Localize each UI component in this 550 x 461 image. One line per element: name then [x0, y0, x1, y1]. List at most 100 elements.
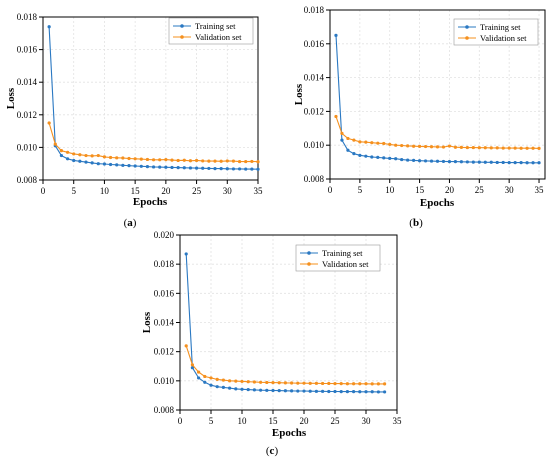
data-point: [283, 389, 287, 393]
data-point: [151, 165, 156, 169]
data-point: [394, 143, 398, 147]
data-point: [447, 144, 452, 148]
data-point: [507, 161, 511, 165]
y-tick-label: 0.008: [304, 174, 325, 184]
data-point: [459, 145, 463, 149]
x-axis-label: Epochs: [420, 197, 455, 209]
data-point: [108, 162, 113, 167]
legend-marker: [307, 251, 311, 255]
data-point: [225, 159, 229, 163]
data-point: [121, 163, 125, 167]
caption-close: ): [419, 217, 423, 229]
data-point: [327, 381, 331, 386]
data-point: [400, 157, 404, 162]
data-point: [72, 158, 76, 163]
data-point: [435, 159, 440, 163]
data-point: [412, 158, 416, 163]
data-point: [59, 153, 64, 158]
data-point: [346, 136, 350, 141]
data-point: [388, 156, 392, 160]
x-tick-label: 35: [535, 185, 545, 195]
data-point: [400, 143, 404, 148]
data-point: [201, 166, 205, 170]
data-point: [90, 154, 94, 158]
data-point: [53, 142, 57, 146]
data-point: [334, 114, 338, 119]
data-point: [302, 389, 306, 393]
data-point: [370, 382, 374, 386]
data-point: [513, 146, 517, 150]
data-point: [259, 380, 263, 384]
data-point: [256, 160, 260, 164]
caption-open: (: [266, 445, 270, 457]
data-point: [321, 381, 325, 386]
data-point: [237, 159, 242, 164]
legend-label: Training set: [322, 248, 363, 258]
data-point: [176, 158, 180, 163]
axis-frame: [42, 16, 259, 181]
data-point: [352, 390, 356, 394]
data-point: [213, 159, 217, 163]
panel-caption: (b): [409, 217, 423, 229]
y-tick-label: 0.010: [304, 140, 325, 150]
data-point: [489, 160, 493, 164]
data-point: [333, 389, 337, 394]
y-tick-label: 0.014: [304, 73, 325, 83]
data-point: [221, 385, 225, 389]
data-point: [213, 166, 217, 171]
data-point: [203, 380, 207, 384]
data-point: [383, 390, 387, 394]
data-point: [339, 390, 343, 394]
data-point: [170, 158, 174, 162]
data-point: [376, 382, 380, 386]
y-tick-label: 0.014: [17, 77, 38, 87]
data-point: [345, 390, 349, 394]
data-point: [209, 376, 213, 380]
data-point: [78, 159, 82, 163]
data-point: [333, 382, 337, 386]
data-point: [382, 141, 386, 146]
data-point: [237, 167, 242, 171]
y-tick-label: 0.018: [154, 259, 175, 269]
data-point: [84, 153, 88, 158]
legend-marker: [180, 24, 184, 28]
axis-frame: [329, 9, 546, 180]
y-tick-label: 0.008: [17, 175, 38, 185]
y-tick-label: 0.016: [154, 288, 175, 298]
data-point: [531, 161, 535, 165]
data-point: [525, 161, 529, 165]
data-point: [78, 153, 82, 157]
data-point: [244, 167, 248, 171]
data-point: [231, 167, 236, 171]
data-point: [352, 152, 356, 156]
x-axis-label: Epochs: [133, 196, 168, 208]
legend-label: Training set: [480, 22, 521, 32]
data-point: [84, 160, 88, 164]
y-axis-label: Loss: [141, 311, 153, 333]
data-point: [115, 156, 119, 160]
data-point: [459, 160, 463, 164]
data-point: [531, 146, 535, 150]
data-point: [352, 382, 356, 386]
data-point: [394, 157, 398, 161]
data-point: [447, 159, 452, 164]
data-point: [406, 144, 410, 148]
data-point: [537, 161, 541, 165]
data-point: [219, 159, 223, 163]
x-tick-label: 10: [385, 185, 395, 195]
data-point: [501, 146, 505, 150]
data-point: [382, 156, 386, 160]
data-point: [314, 389, 318, 393]
data-point: [228, 386, 232, 390]
data-point: [358, 382, 362, 386]
x-tick-label: 25: [192, 186, 202, 196]
data-point: [65, 157, 70, 161]
data-point: [441, 159, 446, 164]
data-point: [246, 380, 250, 384]
data-point: [376, 141, 380, 145]
data-point: [65, 150, 70, 154]
data-point: [252, 380, 256, 384]
